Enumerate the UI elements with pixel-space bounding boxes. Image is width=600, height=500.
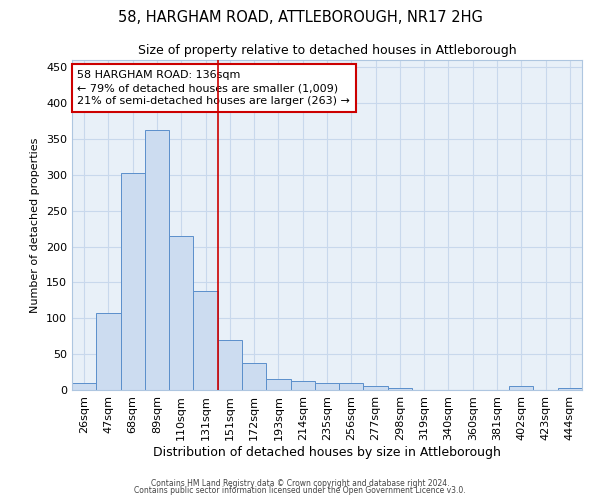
Bar [242,362,266,390]
Y-axis label: Number of detached properties: Number of detached properties [31,138,40,312]
Title: Size of property relative to detached houses in Attleborough: Size of property relative to detached ho… [137,44,517,58]
Bar [290,382,315,390]
Text: Contains HM Land Registry data © Crown copyright and database right 2024.: Contains HM Land Registry data © Crown c… [151,478,449,488]
Text: 58, HARGHAM ROAD, ATTLEBOROUGH, NR17 2HG: 58, HARGHAM ROAD, ATTLEBOROUGH, NR17 2HG [118,10,482,25]
Bar [364,386,388,390]
Bar [193,291,218,390]
Bar [388,388,412,390]
Bar [218,340,242,390]
Text: 58 HARGHAM ROAD: 136sqm
← 79% of detached houses are smaller (1,009)
21% of semi: 58 HARGHAM ROAD: 136sqm ← 79% of detache… [77,70,350,106]
Bar [169,236,193,390]
Bar [72,383,96,390]
Text: Contains public sector information licensed under the Open Government Licence v3: Contains public sector information licen… [134,486,466,495]
Bar [339,383,364,390]
Bar [315,383,339,390]
Bar [96,312,121,390]
Bar [266,379,290,390]
Bar [558,388,582,390]
X-axis label: Distribution of detached houses by size in Attleborough: Distribution of detached houses by size … [153,446,501,458]
Bar [509,386,533,390]
Bar [121,174,145,390]
Bar [145,130,169,390]
